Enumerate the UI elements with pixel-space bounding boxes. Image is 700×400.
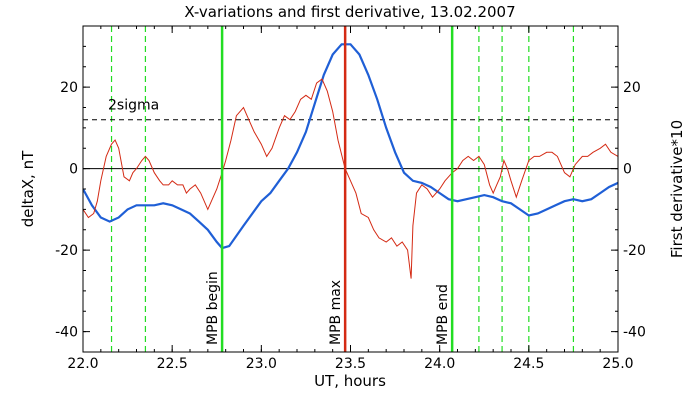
- y-tick-label-right: -20: [623, 243, 646, 259]
- y-axis-label-right: First derivative*10: [668, 120, 686, 258]
- x-axis-label: UT, hours: [314, 372, 386, 390]
- y-tick-label-left: -20: [55, 243, 78, 259]
- mpb-max-label: MPB max: [328, 280, 344, 345]
- mpb-begin-label: MPB begin: [205, 271, 221, 345]
- derivative-series-line: [83, 78, 618, 279]
- y-tick-label-right: 20: [623, 80, 641, 96]
- plot-frame: [82, 25, 619, 353]
- x-tick-label: 24.0: [424, 356, 455, 372]
- deltax-series-line: [83, 43, 618, 250]
- threshold-label: 2sigma: [108, 98, 159, 114]
- x-tick-label: 23.5: [335, 356, 366, 372]
- y-tick-label-right: -40: [623, 325, 646, 341]
- y-axis-label-left: deltaX, nT: [19, 150, 37, 227]
- y-tick-label-left: 20: [60, 80, 78, 96]
- plot-area: 2sigma MPB begin MPB max MPB end 22.0 22.5 23.…: [55, 25, 646, 372]
- chart-title: X-variations and first derivative, 13.02…: [184, 3, 515, 21]
- mpb-end-label: MPB end: [435, 284, 451, 345]
- y-tick-label-left: 0: [69, 162, 78, 178]
- x-tick-label: 22.0: [67, 356, 98, 372]
- x-tick-label: 24.5: [513, 356, 544, 372]
- x-tick-label: 25.0: [602, 356, 633, 372]
- y-tick-label-left: -40: [55, 325, 78, 341]
- y-tick-label-right: 0: [623, 162, 632, 178]
- x-tick-label: 22.5: [157, 356, 188, 372]
- x-tick-label: 23.0: [246, 356, 277, 372]
